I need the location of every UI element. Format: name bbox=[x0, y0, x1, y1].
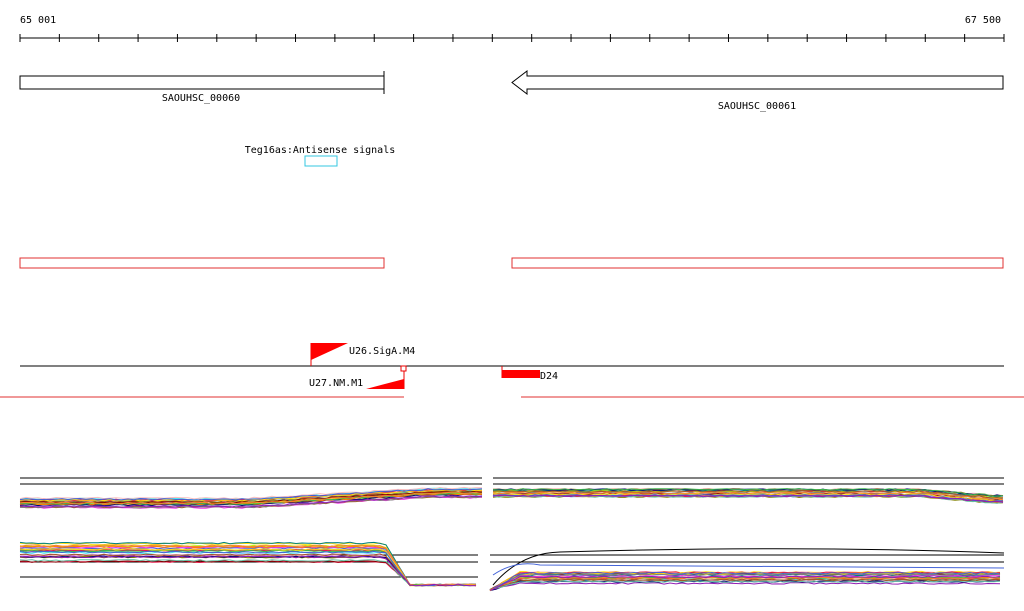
expression-profile-line bbox=[19, 550, 477, 587]
expression-profile-line bbox=[489, 578, 1001, 591]
gene-label-saouhsc-00061: SAOUHSC_00061 bbox=[718, 101, 796, 112]
expression-profile-line bbox=[492, 563, 1005, 576]
expression-profile-line bbox=[19, 488, 483, 501]
ruler-end-label: 67 500 bbox=[965, 15, 1001, 26]
expression-profile-line bbox=[19, 559, 477, 587]
terminator-d24-block[interactable] bbox=[502, 370, 540, 378]
region-right[interactable] bbox=[511, 257, 1004, 269]
feature-label-u26: U26.SigA.M4 bbox=[349, 346, 415, 357]
expression-profile-line bbox=[489, 573, 1001, 591]
expression-profile-line bbox=[489, 576, 1001, 590]
signal-track: Teg16as:Antisense signals bbox=[245, 145, 396, 167]
expression-profile-line bbox=[19, 544, 477, 587]
feature-track: U26.SigA.M4 U27.NM.M1 D24 bbox=[20, 343, 1004, 389]
feature-label-d24: D24 bbox=[540, 371, 558, 382]
gene-saouhsc-00061[interactable] bbox=[511, 69, 1004, 96]
expression-profile-line bbox=[19, 495, 483, 508]
gene-track: SAOUHSC_00060 SAOUHSC_00061 bbox=[19, 69, 1004, 112]
promoter-u27-marker bbox=[400, 365, 407, 372]
ruler-start-label: 65 001 bbox=[20, 15, 56, 26]
expression-profile-line bbox=[492, 494, 1004, 503]
promoter-u26-flag[interactable] bbox=[311, 343, 348, 360]
gene-label-saouhsc-00060: SAOUHSC_00060 bbox=[162, 93, 240, 104]
region-left[interactable] bbox=[19, 257, 385, 269]
promoter-u27-flag[interactable] bbox=[366, 379, 404, 389]
expression-profile-line bbox=[492, 488, 1004, 497]
expression-profile-line bbox=[19, 486, 483, 500]
expression-profile-line bbox=[489, 571, 1001, 591]
coordinate-ruler: 65 001 67 500 bbox=[19, 15, 1005, 42]
antisense-signal-box[interactable] bbox=[304, 155, 338, 167]
expression-profile-line bbox=[19, 548, 477, 587]
expression-profile-line bbox=[489, 580, 1001, 591]
ruler-ticks bbox=[19, 34, 1005, 42]
region-track bbox=[19, 257, 1004, 269]
expression-profile-line bbox=[492, 491, 1004, 501]
expression-profile-line bbox=[489, 574, 1001, 591]
expression-profile-line bbox=[492, 548, 1005, 586]
expression-profile-line bbox=[489, 575, 1001, 591]
expression-profile-line bbox=[19, 555, 477, 587]
signal-label: Teg16as:Antisense signals bbox=[245, 145, 396, 156]
expression-profile-line bbox=[492, 490, 1004, 499]
feature-label-u27: U27.NM.M1 bbox=[309, 378, 363, 389]
expression-profile-line bbox=[19, 491, 483, 505]
expression-profile-line bbox=[490, 582, 1001, 590]
expression-profiles bbox=[19, 477, 1005, 592]
gene-saouhsc-00060[interactable] bbox=[19, 75, 385, 90]
